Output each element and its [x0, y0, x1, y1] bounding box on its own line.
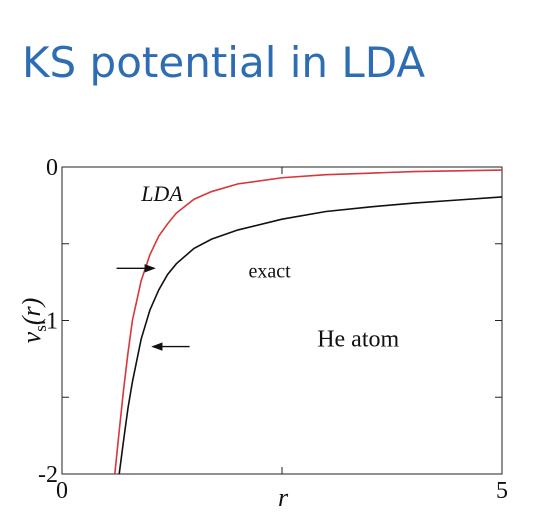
- annotation-exact: exact: [249, 261, 292, 283]
- slide-title: KS potential in LDA: [22, 38, 426, 87]
- x-tick-label: 0: [56, 478, 68, 504]
- series-layer: [114, 169, 503, 475]
- y-tick-label: 0: [46, 155, 58, 181]
- tick-labels: 0 5 0 -1 -2: [38, 155, 508, 504]
- y-axis-label: vs(r): [17, 298, 50, 344]
- arrow-layer: [116, 264, 190, 351]
- tick-marks: [61, 166, 503, 475]
- series-line-lda: [114, 169, 503, 475]
- x-tick-label: 5: [496, 478, 508, 504]
- y-tick-label: -1: [38, 309, 58, 335]
- annotation-lda: LDA: [140, 181, 183, 206]
- y-tick-label: -2: [38, 462, 58, 488]
- plot-frame: [61, 166, 503, 475]
- annotation-layer: LDA exact He atom: [140, 181, 399, 353]
- series-line-exact: [118, 196, 503, 475]
- annotation-he-atom: He atom: [317, 327, 399, 353]
- x-axis-label: r: [278, 483, 289, 512]
